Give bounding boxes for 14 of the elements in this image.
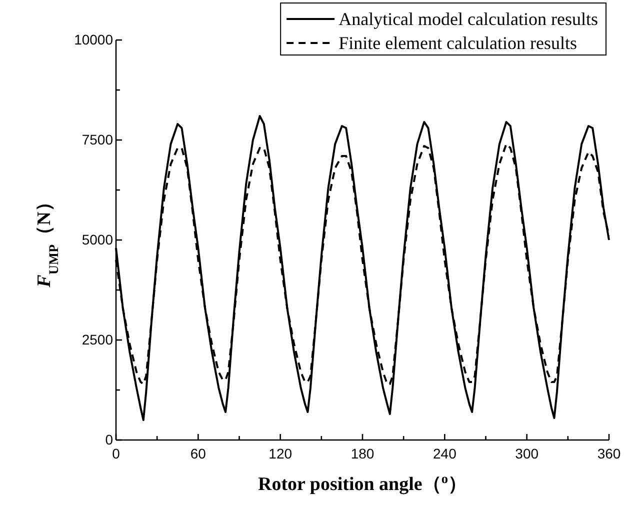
x-tick-label: 120 <box>268 445 292 462</box>
y-tick-label: 0 <box>105 431 114 448</box>
x-tick-label: 360 <box>597 445 621 462</box>
x-axis-title: Rotor position angle（$^{o}$） <box>258 470 467 495</box>
x-tick-label: 240 <box>432 445 457 462</box>
x-tick-label: 60 <box>190 445 206 462</box>
y-tick-label: 5000 <box>82 231 114 248</box>
x-tick-label: 180 <box>350 445 374 462</box>
x-tick-label: 300 <box>515 445 539 462</box>
legend-label: Finite element calculation results <box>338 33 578 53</box>
y-tick-label: 2500 <box>82 331 114 348</box>
legend-label: Analytical model calculation results <box>338 9 598 29</box>
y-tick-label: 10000 <box>74 31 114 48</box>
y-tick-label: 7500 <box>82 131 114 148</box>
